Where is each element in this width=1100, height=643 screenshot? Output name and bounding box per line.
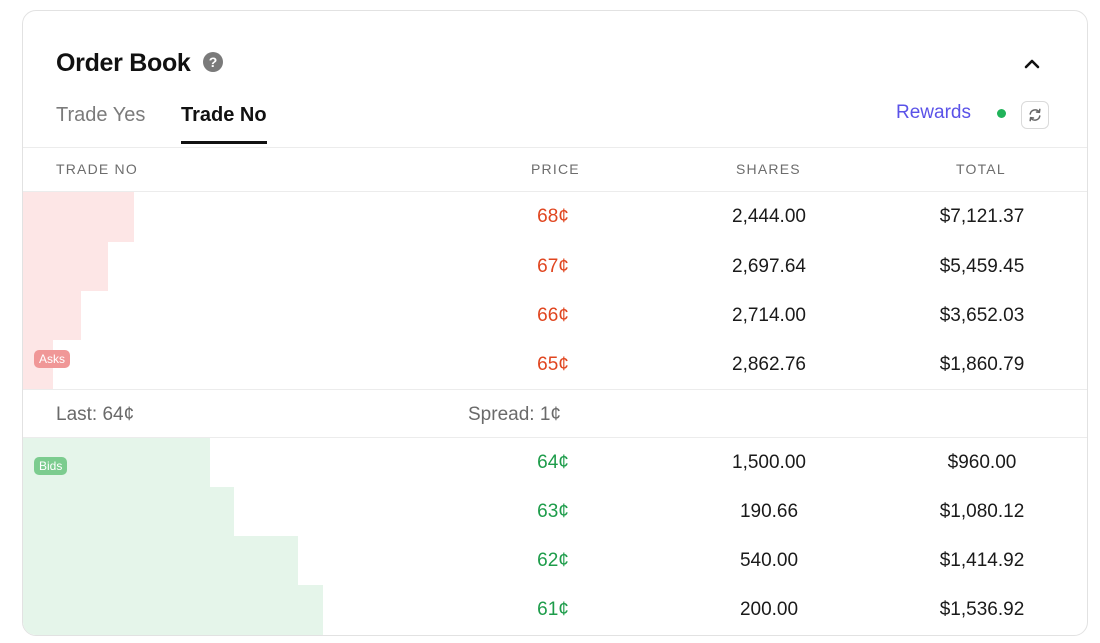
ask-depth-bar	[23, 242, 108, 291]
bid-total: $960.00	[947, 452, 1017, 473]
bid-total: $1,414.92	[939, 550, 1025, 571]
order-book-card: Order Book ? Trade Yes Trade No Rewards …	[22, 10, 1088, 636]
ask-shares: 2,697.64	[732, 256, 806, 277]
ask-price: 66¢	[537, 305, 569, 326]
column-header-price: PRICE	[531, 161, 580, 177]
bid-total: $1,080.12	[939, 501, 1025, 522]
ask-price: 67¢	[537, 256, 569, 277]
divider	[23, 147, 1087, 148]
bid-row[interactable]: 61¢ 200.00 $1,536.92	[23, 585, 1087, 634]
ask-shares: 2,862.76	[732, 354, 806, 375]
bid-depth-bar	[23, 487, 234, 536]
refresh-icon	[1029, 108, 1041, 122]
chevron-up-icon[interactable]	[1019, 51, 1045, 77]
refresh-button[interactable]	[1021, 101, 1049, 129]
active-tab-underline	[181, 141, 267, 144]
rewards-status-dot	[997, 109, 1006, 118]
bid-depth-bar	[23, 585, 323, 635]
divider	[23, 191, 1087, 192]
ask-row[interactable]: 65¢ 2,862.76 $1,860.79	[23, 340, 1087, 389]
bid-shares: 540.00	[739, 550, 799, 571]
bid-price: 61¢	[537, 599, 569, 620]
ask-total: $7,121.37	[939, 206, 1025, 227]
ask-shares: 2,714.00	[732, 305, 806, 326]
bid-depth-bar	[23, 536, 298, 585]
help-circle-icon[interactable]: ?	[203, 52, 223, 72]
bids-badge: Bids	[34, 457, 68, 475]
divider	[23, 437, 1087, 438]
rewards-link[interactable]: Rewards	[896, 102, 971, 123]
bid-shares: 200.00	[739, 599, 799, 620]
column-header-trade-no: TRADE NO	[56, 161, 138, 177]
ask-price: 68¢	[537, 206, 569, 227]
ask-row[interactable]: 68¢ 2,444.00 $7,121.37	[23, 192, 1087, 241]
bid-price: 63¢	[537, 501, 569, 522]
tab-trade-no[interactable]: Trade No	[181, 104, 267, 126]
ask-price: 65¢	[537, 354, 569, 375]
last-price: Last: 64¢	[56, 404, 135, 425]
ask-shares: 2,444.00	[732, 206, 806, 227]
bid-shares: 190.66	[739, 501, 799, 522]
bid-row[interactable]: 64¢ 1,500.00 $960.00	[23, 438, 1087, 487]
column-header-shares: SHARES	[736, 161, 801, 177]
bid-price: 62¢	[537, 550, 569, 571]
ask-total: $3,652.03	[939, 305, 1025, 326]
tab-trade-yes[interactable]: Trade Yes	[56, 104, 146, 126]
ask-row[interactable]: 66¢ 2,714.00 $3,652.03	[23, 291, 1087, 340]
bid-price: 64¢	[537, 452, 569, 473]
ask-depth-bar	[23, 291, 81, 340]
bid-row[interactable]: 63¢ 190.66 $1,080.12	[23, 487, 1087, 536]
ask-row[interactable]: 67¢ 2,697.64 $5,459.45	[23, 242, 1087, 291]
bid-row[interactable]: 62¢ 540.00 $1,414.92	[23, 536, 1087, 585]
order-book-title: Order Book	[56, 49, 191, 77]
column-header-total: TOTAL	[956, 161, 1006, 177]
ask-depth-bar	[23, 192, 134, 242]
ask-total: $5,459.45	[939, 256, 1025, 277]
asks-badge: Asks	[34, 350, 71, 368]
spread-value: Spread: 1¢	[468, 404, 561, 425]
bid-total: $1,536.92	[939, 599, 1025, 620]
spread-row: Last: 64¢ Spread: 1¢	[23, 390, 1087, 437]
ask-total: $1,860.79	[939, 354, 1025, 375]
bid-shares: 1,500.00	[732, 452, 806, 473]
divider	[23, 389, 1087, 390]
